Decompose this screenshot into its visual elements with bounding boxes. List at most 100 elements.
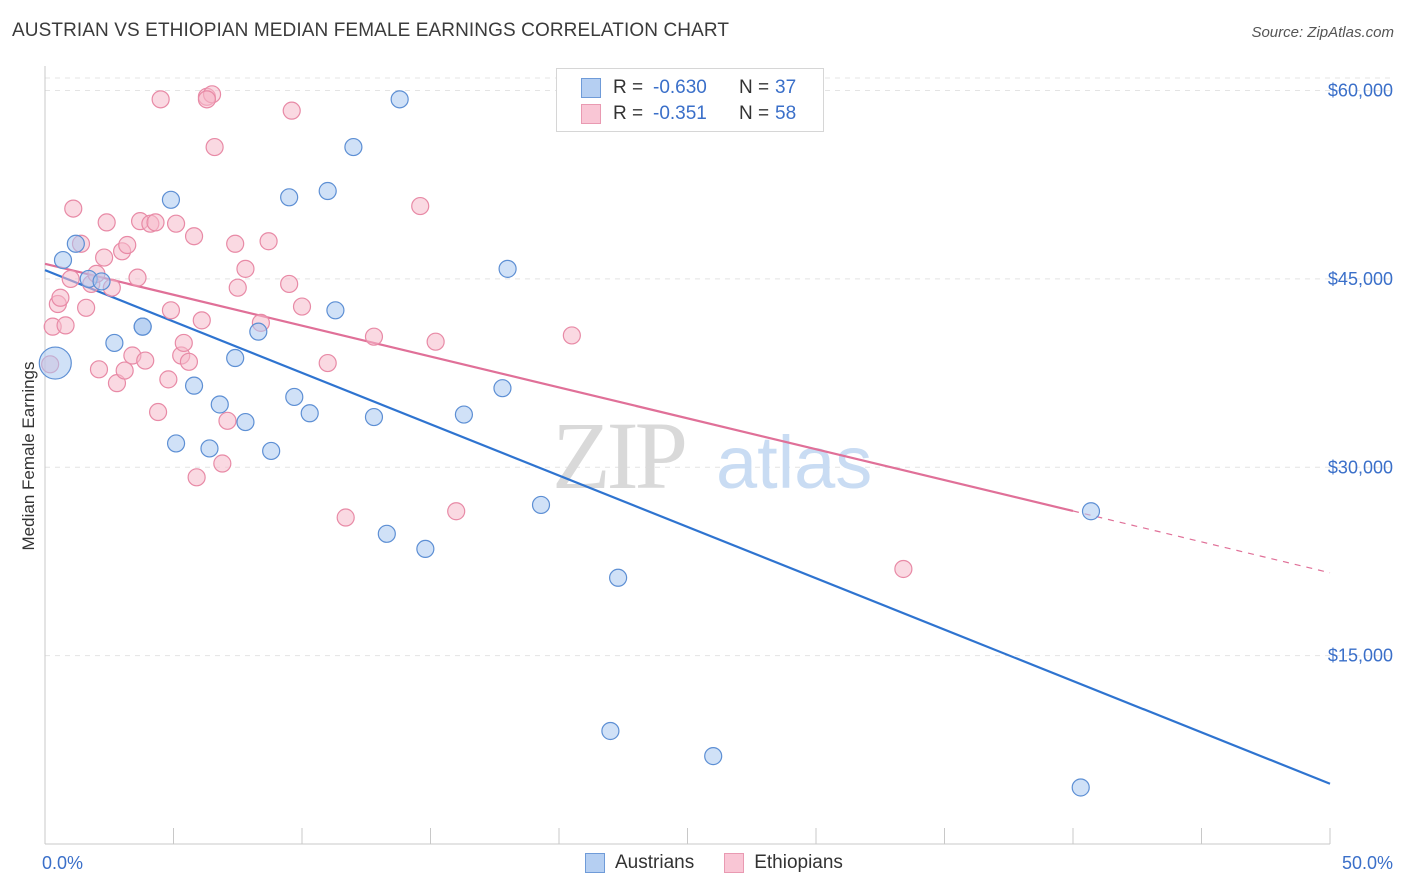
ethiopians-point — [95, 248, 114, 267]
legend-r-label: R = — [613, 103, 644, 124]
ethiopians-point — [292, 297, 312, 316]
watermark-zip: ZIP — [552, 402, 685, 509]
austrians-point — [184, 376, 204, 395]
ethiopians-point — [179, 352, 199, 371]
austrians-point — [53, 250, 73, 270]
ethiopians-swatch — [724, 853, 745, 873]
austrians-point — [262, 441, 281, 461]
legend-label-ethiopians: Ethiopians — [754, 852, 843, 873]
ethiopians-point — [213, 454, 232, 473]
ethiopians-point — [280, 274, 299, 294]
austrians-point — [493, 379, 512, 398]
ethiopians-point — [228, 278, 247, 297]
legend-item-austrians[interactable]: Austrians — [585, 852, 694, 874]
ethiopians-point — [259, 232, 278, 251]
austrians-point — [166, 434, 186, 453]
austrians-point — [92, 272, 111, 291]
tick-labels: $15,000 $30,000 $45,000 $60,000 0.0% 50.0% — [42, 81, 1393, 873]
austrians-point — [285, 387, 304, 407]
trend-lines — [44, 262, 1331, 785]
austrians-point — [609, 568, 628, 587]
ethiopians-point — [192, 311, 211, 330]
legend-row-austrians: R = -0.630 N = 37 — [581, 76, 796, 100]
x-tick-label: 50.0% — [1342, 853, 1393, 873]
axes — [44, 66, 1331, 845]
ethiopians-point — [115, 361, 134, 380]
y-tick-label: $15,000 — [1328, 646, 1393, 666]
correlation-legend: R = -0.630 N = 37 R = -0.351 N = 58 — [556, 68, 824, 132]
legend-n-value: 58 — [775, 103, 797, 124]
ethiopians-point — [56, 316, 75, 335]
ethiopians-trend-line-extension — [1072, 510, 1331, 574]
ethiopians-swatch — [581, 104, 601, 124]
series-legend: Austrians Ethiopians — [585, 852, 873, 874]
legend-label-austrians: Austrians — [615, 852, 695, 873]
ethiopians-point — [336, 508, 355, 527]
ethiopians-point — [77, 298, 96, 317]
y-tick-label: $30,000 — [1328, 457, 1393, 477]
ethiopians-point — [426, 332, 445, 351]
legend-n-label: N = — [739, 77, 770, 98]
y-tick-label: $60,000 — [1328, 81, 1393, 101]
austrians-point — [1081, 502, 1101, 521]
ethiopians-point — [411, 196, 430, 216]
austrians-point — [300, 404, 319, 423]
austrians-point — [326, 301, 345, 320]
x-tick-label: 0.0% — [42, 853, 83, 873]
ethiopians-point — [184, 227, 204, 246]
austrians-trend-line — [44, 269, 1331, 785]
legend-r-label: R = — [613, 77, 644, 98]
ethiopians-point — [562, 326, 581, 345]
austrians-point — [454, 405, 474, 424]
austrians-point — [364, 407, 384, 427]
chart-title: AUSTRIAN VS ETHIOPIAN MEDIAN FEMALE EARN… — [12, 20, 730, 41]
austrians-point — [377, 524, 396, 543]
ethiopians-point — [146, 213, 165, 232]
legend-item-ethiopians[interactable]: Ethiopians — [724, 852, 843, 874]
ethiopians-point — [89, 360, 109, 379]
legend-r-value: -0.630 — [653, 77, 707, 98]
ethiopians-point — [159, 370, 178, 389]
austrians-point — [236, 412, 255, 432]
ethiopians-point — [148, 402, 168, 422]
ethiopians-point — [187, 468, 206, 487]
austrians-point — [498, 259, 517, 278]
ethiopians-point — [61, 269, 80, 289]
legend-r-value: -0.351 — [653, 103, 707, 124]
austrians-point — [200, 439, 219, 458]
ethiopians-point — [236, 259, 255, 278]
austrians-point — [280, 188, 299, 207]
austrians-swatch — [585, 853, 605, 873]
austrians-point — [226, 348, 245, 368]
austrians-point — [210, 395, 229, 414]
legend-row-ethiopians: R = -0.351 N = 58 — [581, 102, 796, 126]
austrians-point — [318, 181, 337, 201]
watermark-atlas: atlas — [716, 421, 872, 504]
ethiopians-point — [51, 288, 70, 307]
ethiopians-point — [97, 213, 116, 232]
ethiopians-point — [161, 301, 181, 320]
ethiopians-point — [166, 214, 186, 233]
austrians-points — [38, 90, 1101, 797]
austrians-point — [390, 90, 409, 109]
ethiopians-point — [364, 327, 384, 346]
y-tick-label: $45,000 — [1328, 269, 1393, 289]
ethiopians-point — [318, 353, 337, 373]
ethiopians-point — [136, 351, 155, 370]
austrians-swatch — [581, 78, 601, 98]
source-credit: Source: ZipAtlas.com — [1251, 24, 1394, 41]
ethiopians-trend-line — [44, 262, 1074, 513]
ethiopians-point — [447, 502, 466, 521]
austrians-point — [601, 721, 620, 741]
austrians-point — [704, 746, 723, 766]
ethiopians-point — [151, 90, 170, 109]
ethiopians-point — [894, 559, 913, 579]
ethiopians-point — [205, 137, 224, 157]
gridlines — [45, 77, 1392, 657]
ethiopians-point — [118, 235, 137, 255]
austrians-point — [416, 539, 435, 559]
ethiopians-point — [218, 411, 237, 430]
austrians-point — [1071, 778, 1090, 797]
ethiopians-point — [197, 90, 217, 109]
